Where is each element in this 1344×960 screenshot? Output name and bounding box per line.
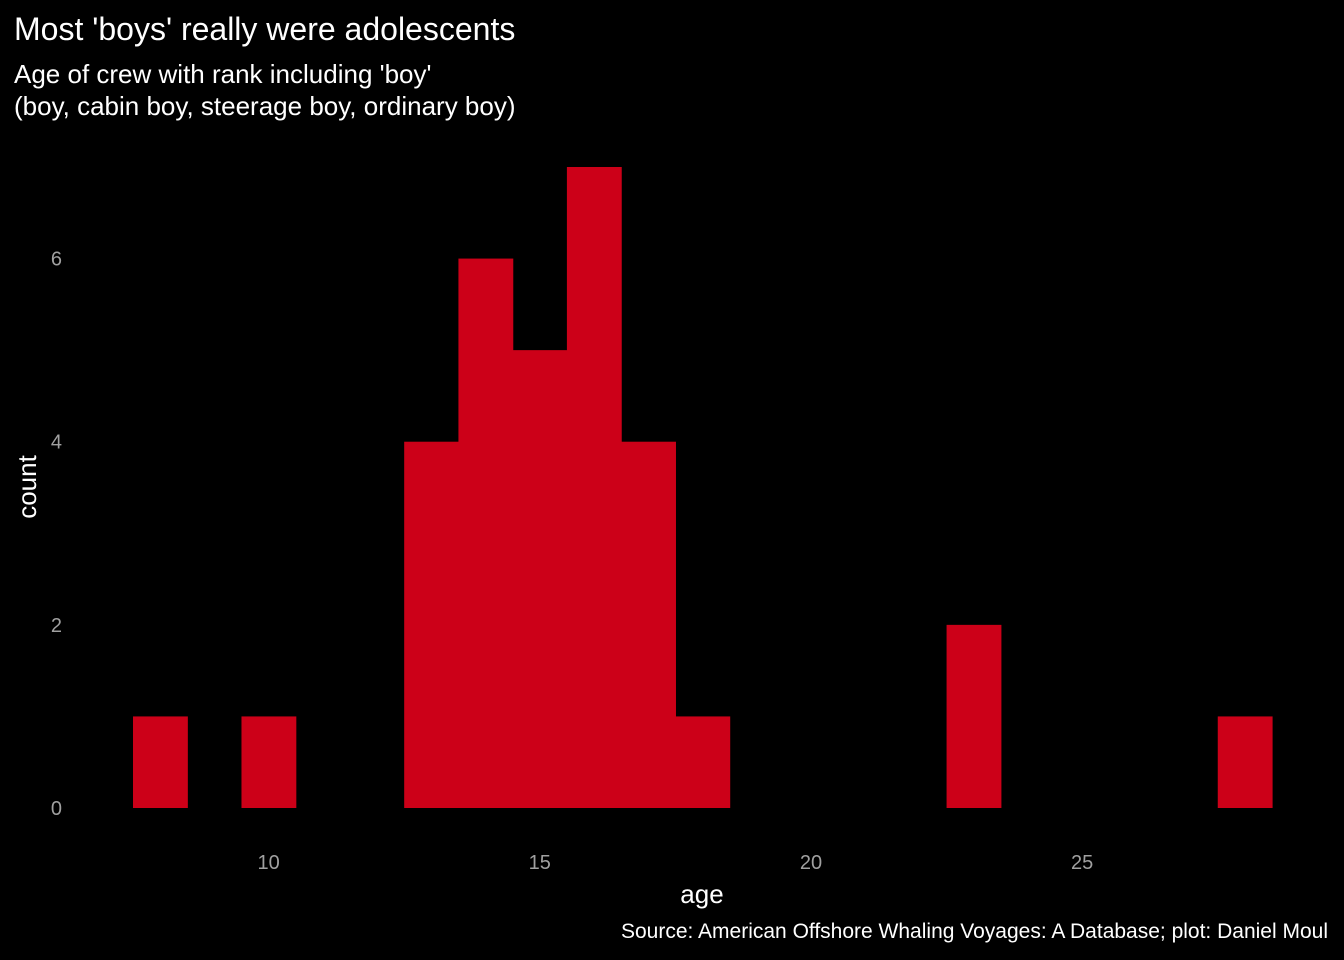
histogram-bar [566, 167, 622, 808]
histogram-bar [404, 441, 460, 808]
histogram-bar [675, 716, 731, 808]
chart-caption: Source: American Offshore Whaling Voyage… [620, 920, 1328, 943]
y-axis-ticks: 0 2 4 6 [51, 249, 62, 820]
y-tick-label: 2 [51, 615, 62, 637]
x-axis-title: age [680, 879, 723, 909]
y-tick-label: 6 [51, 249, 62, 271]
histogram-bar [133, 716, 188, 808]
chart-subtitle-line-1: Age of crew with rank including 'boy' [14, 59, 432, 89]
y-axis-title: count [12, 454, 42, 518]
chart-title: Most 'boys' really were adolescents [14, 11, 516, 47]
histogram-bar [621, 441, 676, 808]
y-tick-label: 0 [51, 798, 62, 820]
x-tick-label: 25 [1071, 852, 1093, 874]
chart-subtitle-line-2: (boy, cabin boy, steerage boy, ordinary … [14, 91, 516, 121]
x-axis-ticks: 10 15 20 25 [257, 852, 1093, 874]
y-tick-label: 4 [51, 432, 62, 454]
histogram-bar [458, 258, 514, 808]
x-tick-label: 20 [800, 852, 822, 874]
histogram-bar [946, 624, 1002, 808]
histogram-bar [1217, 716, 1273, 808]
chart-subtitle: Age of crew with rank including 'boy' (b… [14, 58, 516, 122]
bars-group [133, 167, 1273, 808]
x-tick-label: 15 [529, 852, 551, 874]
x-tick-label: 10 [257, 852, 279, 874]
histogram-bar [241, 716, 297, 808]
histogram-bar [512, 350, 568, 808]
